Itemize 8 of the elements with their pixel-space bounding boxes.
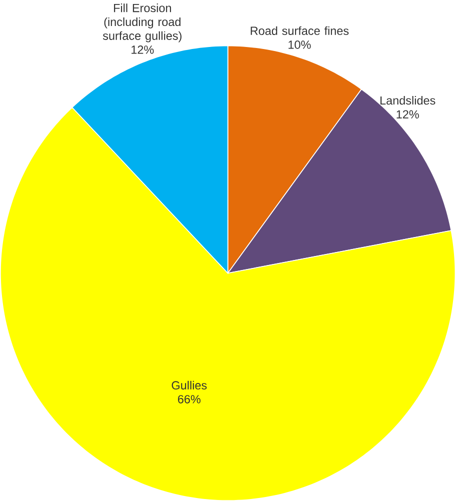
slice-label: Road surface fines	[250, 26, 349, 35]
slice-label: Gullies	[172, 380, 207, 390]
slice-label: Landslides	[380, 96, 436, 105]
data-label: 12%	[396, 110, 419, 118]
data-label: 10%	[288, 40, 311, 49]
data-label: 12%	[132, 46, 154, 54]
slice-label: Fill Erosion (including road surface gullies)	[102, 4, 182, 42]
data-label: 66%	[178, 395, 201, 404]
